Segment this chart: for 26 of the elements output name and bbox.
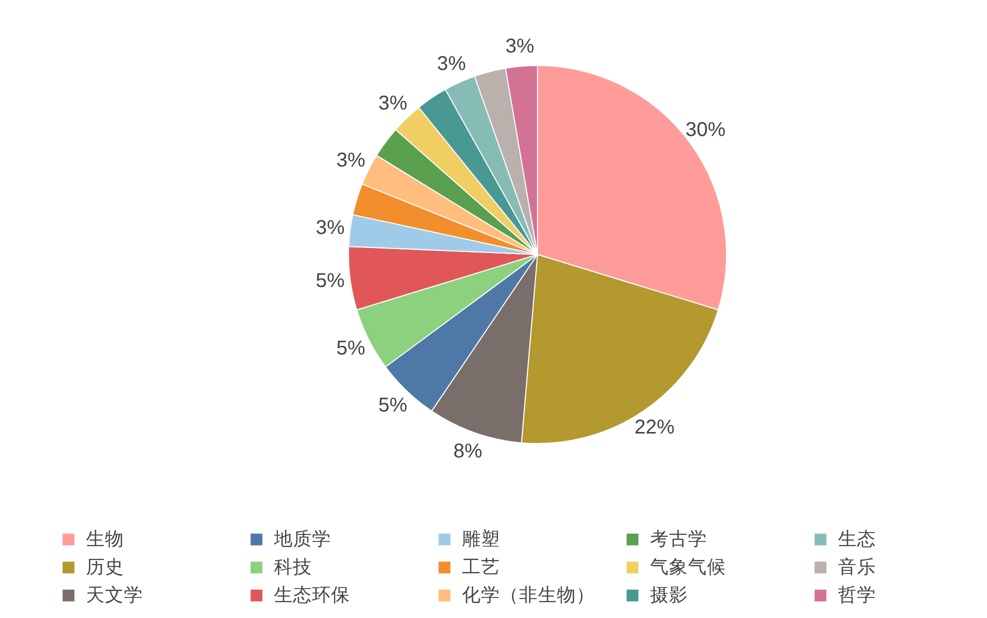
legend-label: 音乐 bbox=[838, 555, 877, 579]
legend-label: 雕塑 bbox=[462, 527, 501, 551]
legend-label: 生态环保 bbox=[274, 583, 351, 607]
data-label: 3% bbox=[336, 149, 366, 172]
data-label: 5% bbox=[336, 338, 366, 360]
legend-label: 摄影 bbox=[650, 583, 689, 607]
legend-label: 考古学 bbox=[650, 527, 708, 551]
data-label: 3% bbox=[505, 35, 534, 58]
legend-label: 科技 bbox=[274, 555, 313, 579]
legend-label: 哲学 bbox=[838, 583, 877, 607]
legend-label: 生物 bbox=[86, 527, 125, 551]
data-label: 8% bbox=[453, 440, 483, 463]
data-label: 22% bbox=[634, 416, 675, 439]
legend-label: 生态 bbox=[838, 527, 877, 551]
legend-label: 天文学 bbox=[86, 583, 144, 607]
legend-label: 气象气候 bbox=[650, 555, 727, 579]
legend-label: 地质学 bbox=[274, 527, 332, 551]
data-label: 5% bbox=[378, 394, 408, 416]
legend-label: 化学（非生物） bbox=[462, 583, 596, 607]
legend-label: 工艺 bbox=[462, 555, 501, 579]
legend-label: 历史 bbox=[86, 555, 125, 579]
data-label: 30% bbox=[686, 119, 726, 142]
data-label: 3% bbox=[378, 92, 408, 115]
data-label: 5% bbox=[316, 270, 345, 292]
data-label: 3% bbox=[436, 53, 466, 76]
data-label: 3% bbox=[316, 216, 345, 239]
